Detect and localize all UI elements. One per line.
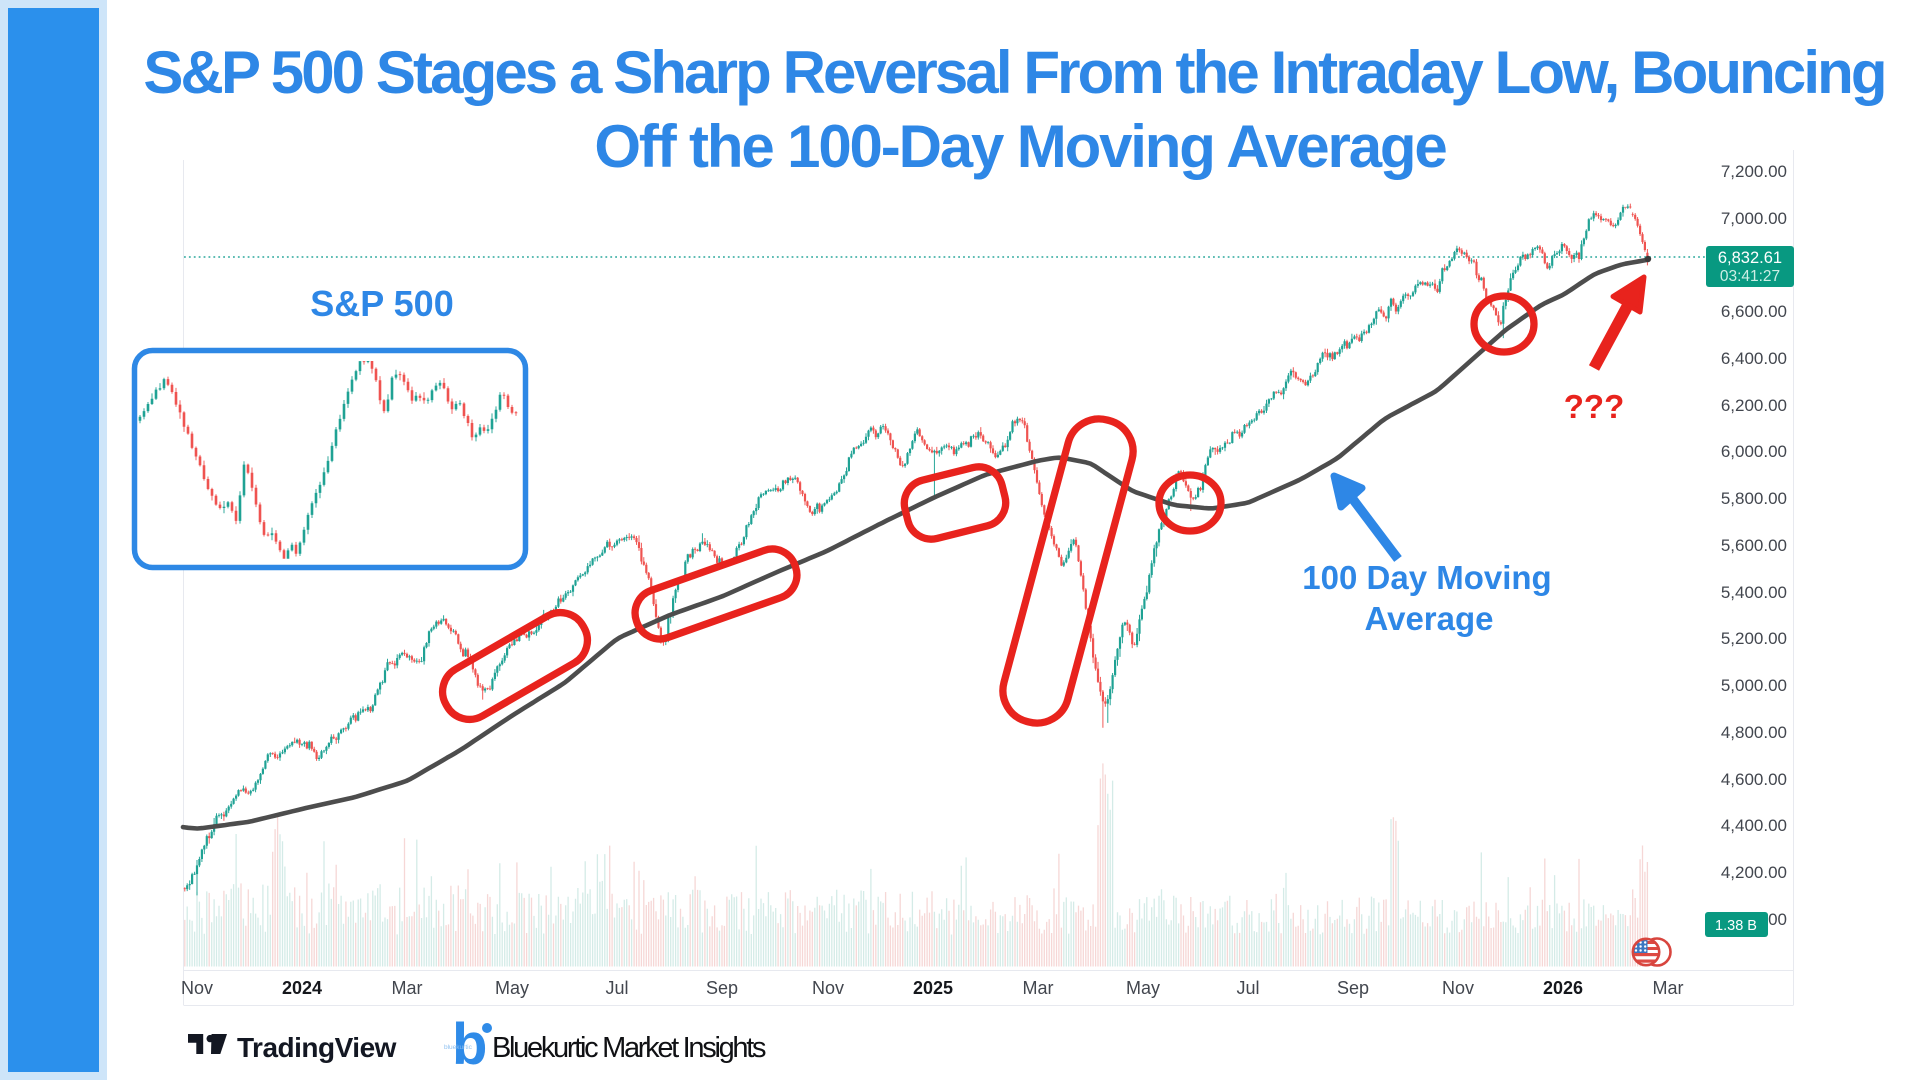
svg-text:Nov: Nov [812,978,844,998]
svg-text:S&P 500 Stages a Sharp Reversa: S&P 500 Stages a Sharp Reversal From the… [143,39,1884,106]
svg-text:4,200.00: 4,200.00 [1721,863,1787,882]
svg-text:2025: 2025 [913,978,953,998]
svg-text:2024: 2024 [282,978,322,998]
svg-text:1.38 B: 1.38 B [1715,918,1757,934]
svg-text:7,200.00: 7,200.00 [1721,162,1787,181]
svg-text:6,400.00: 6,400.00 [1721,349,1787,368]
svg-text:100 Day Moving: 100 Day Moving [1302,559,1551,596]
svg-text:5,200.00: 5,200.00 [1721,629,1787,648]
svg-text:03:41:27: 03:41:27 [1720,268,1780,285]
svg-text:Nov: Nov [1442,978,1474,998]
svg-text:bluekurtic: bluekurtic [444,1044,473,1051]
svg-text:5,400.00: 5,400.00 [1721,583,1787,602]
svg-text:Jul: Jul [1236,978,1259,998]
svg-text:6,200.00: 6,200.00 [1721,396,1787,415]
svg-text:4,600.00: 4,600.00 [1721,770,1787,789]
svg-text:Sep: Sep [1337,978,1369,998]
svg-text:Nov: Nov [181,978,213,998]
svg-text:6,600.00: 6,600.00 [1721,302,1787,321]
svg-text:7,000.00: 7,000.00 [1721,209,1787,228]
svg-text:May: May [1126,978,1160,998]
svg-text:4,400.00: 4,400.00 [1721,816,1787,835]
svg-text:May: May [495,978,529,998]
svg-text:Off the 100-Day Moving Average: Off the 100-Day Moving Average [594,113,1446,180]
svg-text:TradingView: TradingView [237,1032,397,1063]
svg-text:???: ??? [1564,388,1624,425]
svg-text:6,000.00: 6,000.00 [1721,442,1787,461]
svg-text:6,832.61: 6,832.61 [1718,249,1782,267]
svg-text:b: b [452,1012,487,1077]
svg-text:Jul: Jul [605,978,628,998]
svg-text:S&P 500: S&P 500 [310,283,453,324]
svg-text:5,600.00: 5,600.00 [1721,536,1787,555]
svg-text:Mar: Mar [1653,978,1684,998]
svg-text:4,800.00: 4,800.00 [1721,723,1787,742]
svg-text:5,800.00: 5,800.00 [1721,489,1787,508]
svg-text:2026: 2026 [1543,978,1583,998]
svg-text:5,000.00: 5,000.00 [1721,676,1787,695]
svg-text:Mar: Mar [392,978,423,998]
svg-text:Average: Average [1364,600,1493,637]
svg-text:Bluekurtic Market Insights: Bluekurtic Market Insights [492,1032,766,1064]
svg-text:Mar: Mar [1023,978,1054,998]
svg-text:Sep: Sep [706,978,738,998]
